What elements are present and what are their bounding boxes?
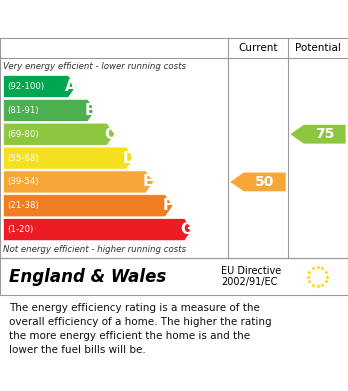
Text: (92-100): (92-100) — [7, 82, 44, 91]
Text: EU Directive
2002/91/EC: EU Directive 2002/91/EC — [221, 266, 281, 287]
Text: Energy Efficiency Rating: Energy Efficiency Rating — [9, 10, 238, 28]
Text: (81-91): (81-91) — [7, 106, 39, 115]
Text: Very energy efficient - lower running costs: Very energy efficient - lower running co… — [3, 62, 187, 71]
Text: (69-80): (69-80) — [7, 130, 39, 139]
Text: D: D — [122, 151, 135, 165]
Text: Potential: Potential — [295, 43, 341, 53]
Text: G: G — [181, 222, 193, 237]
Polygon shape — [3, 219, 192, 241]
Polygon shape — [3, 123, 115, 145]
Text: (21-38): (21-38) — [7, 201, 39, 210]
Text: F: F — [163, 198, 173, 213]
Text: 75: 75 — [315, 127, 334, 141]
Text: England & Wales: England & Wales — [9, 267, 166, 286]
Text: The energy efficiency rating is a measure of the
overall efficiency of a home. T: The energy efficiency rating is a measur… — [9, 303, 271, 355]
Text: C: C — [104, 127, 115, 142]
Text: (55-68): (55-68) — [7, 154, 39, 163]
Polygon shape — [3, 171, 153, 193]
Text: E: E — [143, 174, 153, 189]
Text: A: A — [65, 79, 77, 94]
Polygon shape — [3, 147, 134, 169]
Polygon shape — [230, 172, 286, 191]
Text: Current: Current — [238, 43, 278, 53]
Text: (39-54): (39-54) — [7, 178, 39, 187]
Text: Not energy efficient - higher running costs: Not energy efficient - higher running co… — [3, 245, 187, 254]
Polygon shape — [3, 75, 76, 97]
Polygon shape — [3, 195, 173, 217]
Text: B: B — [84, 103, 96, 118]
Polygon shape — [3, 99, 95, 122]
Text: 50: 50 — [255, 175, 274, 189]
Text: (1-20): (1-20) — [7, 225, 33, 234]
Polygon shape — [291, 125, 346, 143]
